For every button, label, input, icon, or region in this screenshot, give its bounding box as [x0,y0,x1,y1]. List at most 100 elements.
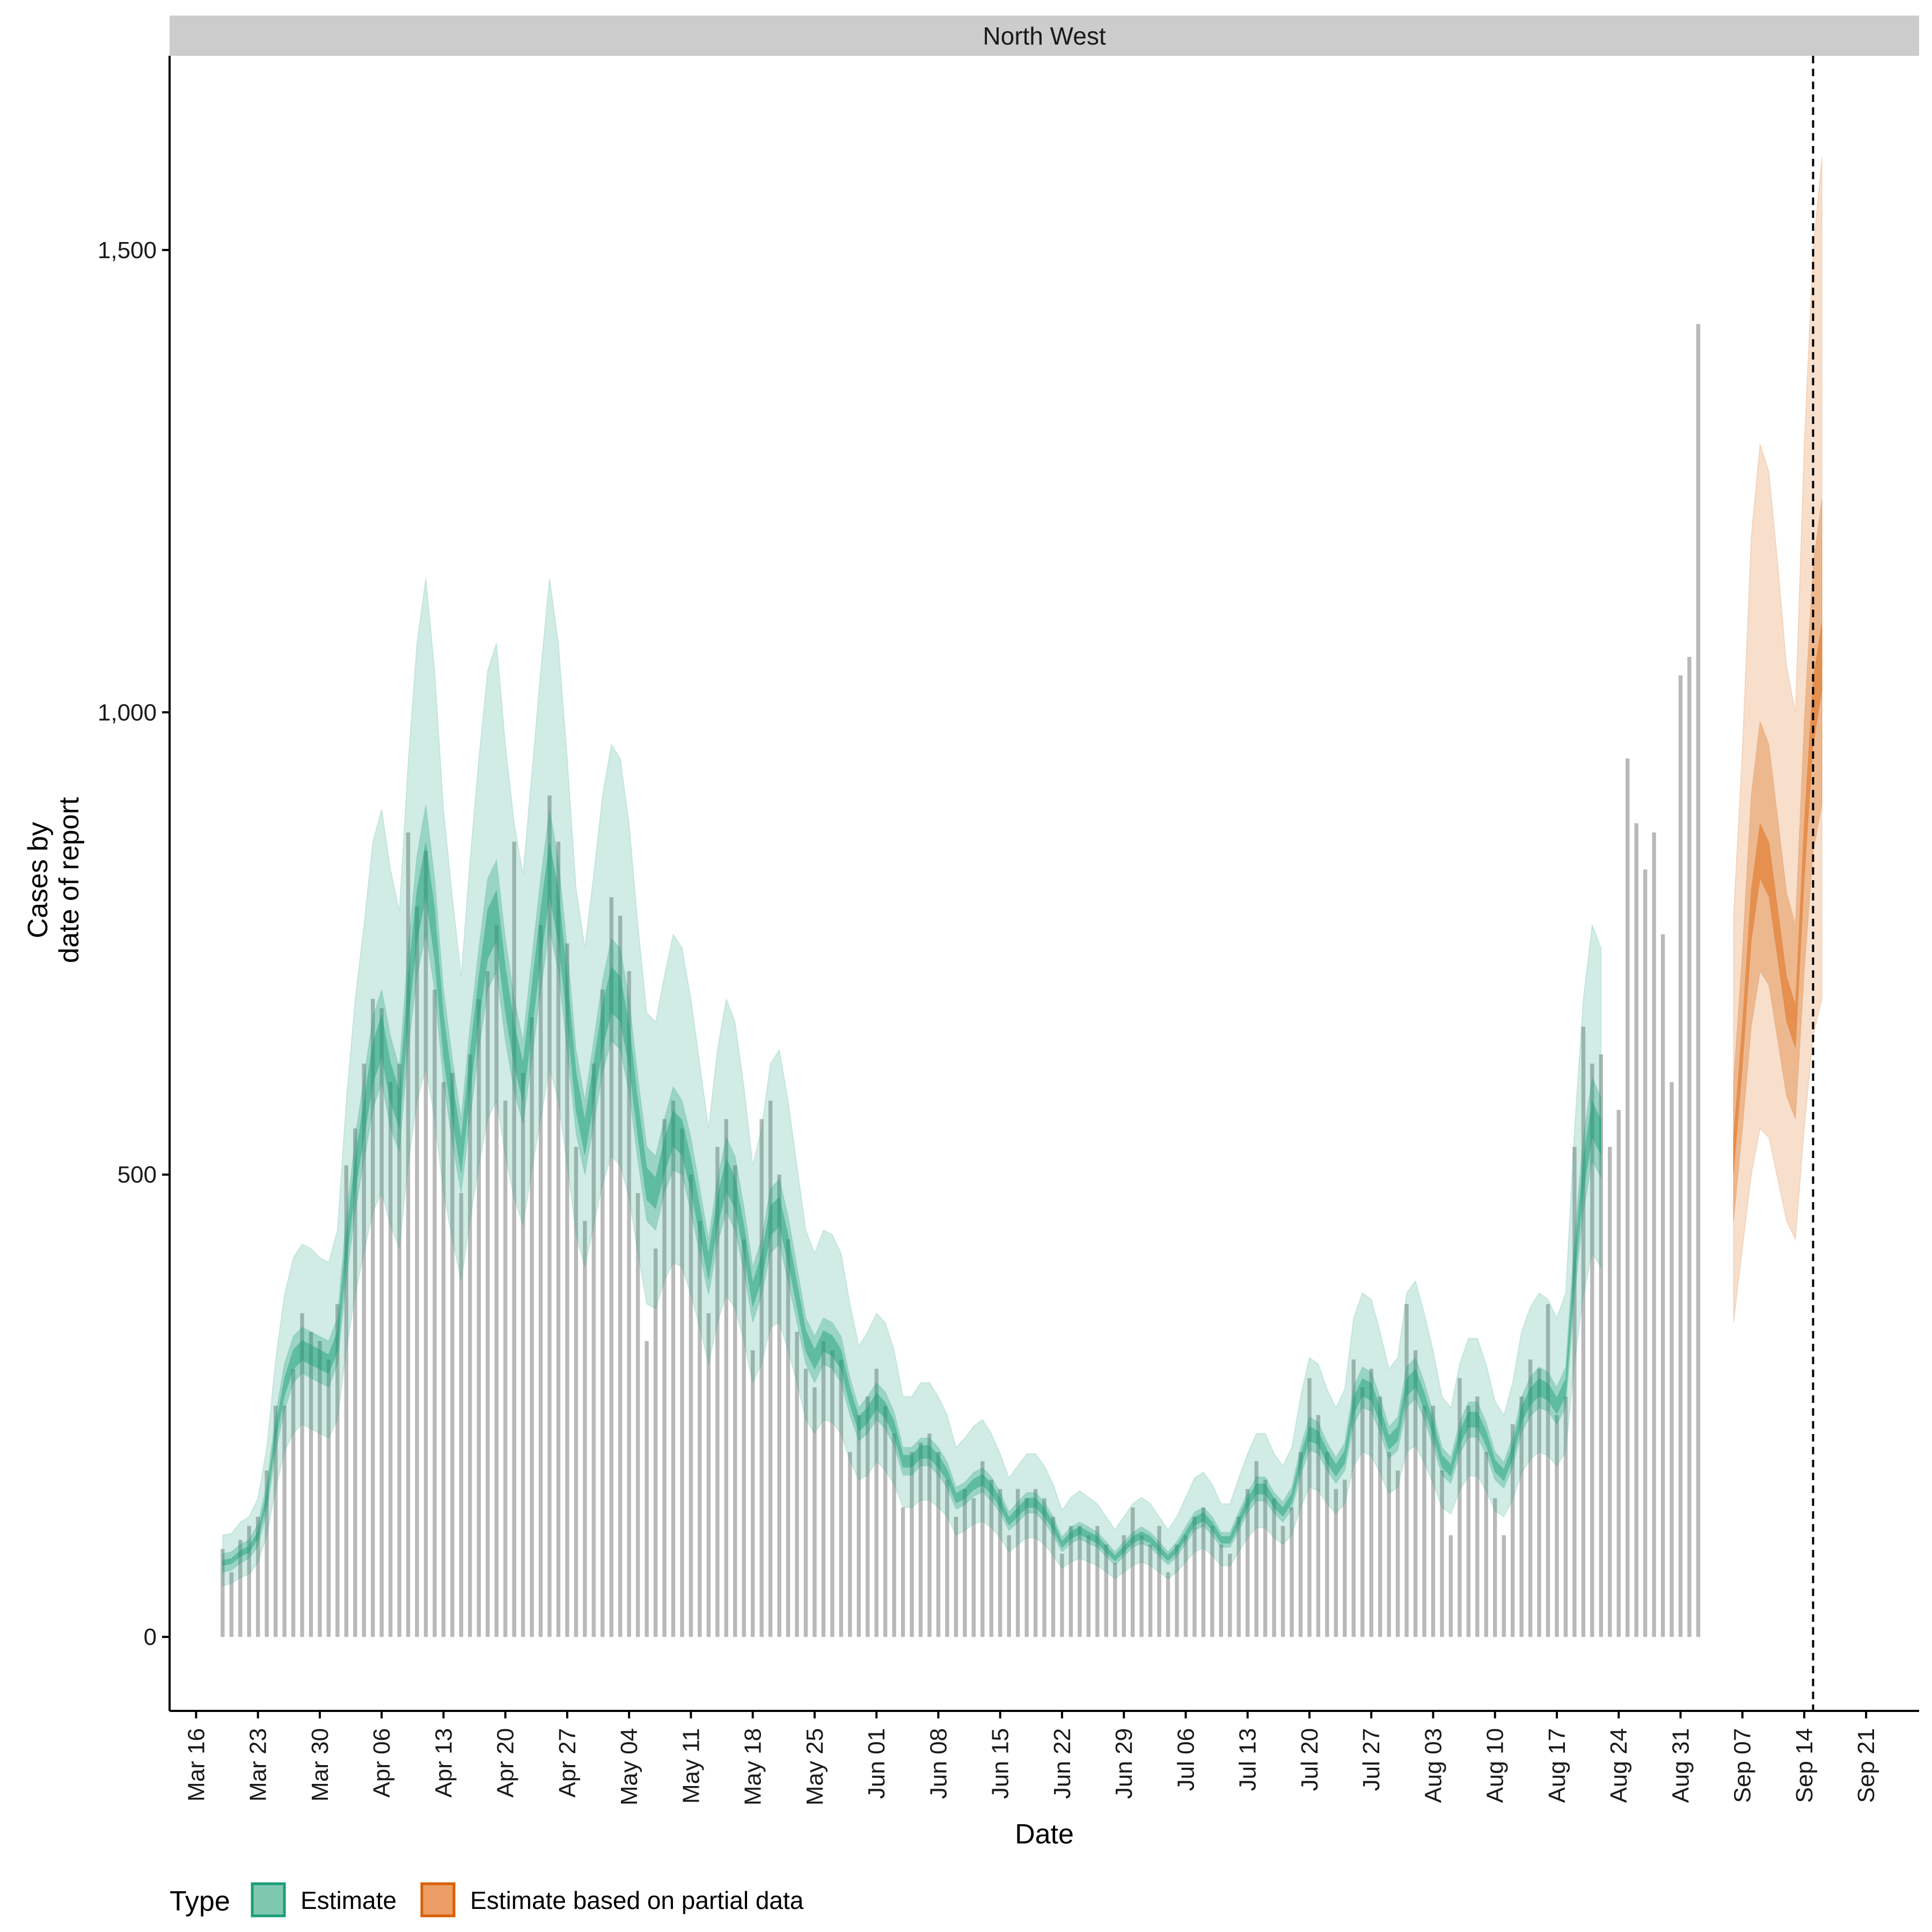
case-bar [486,971,490,1637]
reported-cases-bars [221,324,1701,1637]
y-tick-label: 1,500 [98,237,157,264]
case-bar [1351,1359,1356,1637]
x-axis-ticks: Mar 16 Mar 23 Mar 30 Apr 06 Apr 13 Apr 20 Apr … [183,1711,1879,1805]
case-bar [803,1368,808,1637]
case-bar [494,925,499,1637]
x-tick-label: Aug 17 [1544,1728,1570,1803]
x-tick-label: Jun 01 [863,1728,890,1799]
case-bar [1652,832,1656,1637]
x-tick-label: Aug 31 [1668,1728,1694,1803]
case-bar [255,1517,260,1637]
case-bar [918,1443,923,1637]
case-bar [1060,1554,1064,1637]
y-axis-title-line-2: date of report [54,797,85,963]
case-bar [309,1331,313,1637]
case-bar [1033,1489,1038,1637]
x-tick-label: Sep 07 [1730,1728,1756,1803]
case-bar [1625,758,1630,1637]
x-tick-label: Jun 29 [1111,1728,1137,1799]
case-bar [1395,1470,1400,1637]
legend-key-estimate [251,1882,286,1918]
case-bar [353,1128,357,1637]
case-bar [530,1017,534,1637]
y-axis-title-line-1: Cases by [23,822,54,939]
case-bar [1404,1304,1409,1637]
case-bar [627,971,631,1637]
case-bar [1687,656,1692,1637]
case-bar [662,1119,667,1637]
x-tick-label: Mar 16 [183,1728,209,1802]
case-bar [901,1507,905,1637]
case-bar [547,795,552,1637]
case-bar [698,1220,702,1637]
estimate-50-interval [222,804,1602,1573]
case-bar [521,1073,525,1637]
case-bar [574,1147,579,1637]
case-bar [370,999,375,1637]
case-bar [300,1313,304,1637]
x-tick-label: Jul 06 [1173,1728,1199,1791]
case-bar [989,1480,993,1637]
case-bar [689,1174,693,1637]
case-bar [468,1054,472,1637]
x-tick-label: Jun 15 [987,1728,1014,1799]
facet-title: North West [983,22,1106,50]
case-bar [1113,1563,1117,1637]
case-bar [1422,1406,1426,1637]
case-bar [1369,1368,1373,1637]
x-tick-label: Jun 08 [925,1728,952,1799]
case-bar [1599,1054,1603,1637]
case-bar [601,990,605,1637]
case-bar [1219,1544,1223,1637]
estimate-median-band [222,842,1602,1567]
case-bar [1130,1507,1135,1637]
case-bar [379,1008,384,1637]
y-axis-ticks: 0 500 1,000 1,500 [98,237,170,1650]
case-bar [538,925,543,1637]
case-bar [238,1540,243,1637]
case-bar [1537,1368,1541,1637]
case-bar [503,1100,508,1637]
x-tick-label: Apr 06 [369,1728,395,1798]
partial-estimate-bands [1733,157,1823,1323]
case-bar [927,1433,932,1637]
case-bar [813,1387,817,1637]
case-bar [1210,1526,1214,1637]
case-bar [221,1549,225,1637]
case-bar [839,1359,844,1637]
case-bar [1678,675,1683,1637]
case-bar [653,1248,658,1637]
x-tick-label: Sep 14 [1791,1728,1818,1803]
case-bar [1069,1526,1073,1637]
x-axis-title: Date [1015,1819,1074,1850]
case-bar [1378,1396,1382,1637]
case-bar [874,1368,879,1637]
case-bar [450,1073,455,1637]
partial-50-interval [1733,499,1823,1221]
case-bar [1334,1489,1338,1637]
legend: Type Estimate Estimate based on partial … [170,1882,804,1918]
x-tick-label: Sep 21 [1853,1728,1879,1803]
case-bar [556,841,561,1637]
case-bar [1263,1480,1268,1637]
case-bar [1343,1480,1347,1637]
case-bar [706,1313,711,1637]
case-bar [1051,1517,1056,1637]
case-bar [512,841,516,1637]
x-tick-label: Jul 20 [1297,1728,1323,1791]
case-bar [273,1406,278,1637]
case-bar [1431,1406,1436,1637]
case-bar [1015,1489,1020,1637]
case-bar [1254,1461,1258,1637]
case-bar [892,1433,896,1637]
case-bar [609,897,613,1637]
case-bar [1563,1396,1568,1637]
case-bar [1484,1452,1488,1637]
case-bar [1007,1535,1011,1637]
case-bar [1643,869,1648,1637]
case-bar [477,999,481,1637]
case-bar [1546,1304,1550,1637]
x-tick-label: May 04 [616,1728,642,1805]
x-tick-label: Apr 27 [554,1728,581,1798]
case-bar [618,916,623,1637]
